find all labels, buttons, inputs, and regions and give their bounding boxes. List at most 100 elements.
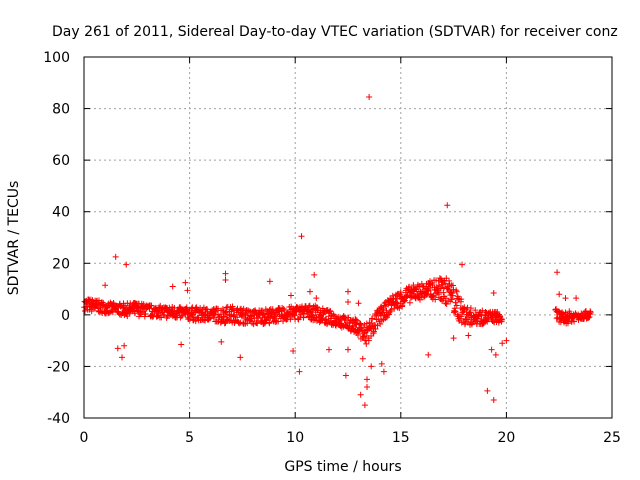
data-point <box>179 312 186 319</box>
data-point <box>562 309 569 316</box>
outlier-point <box>573 295 580 302</box>
data-point <box>449 290 456 297</box>
outlier-point <box>342 372 349 379</box>
outlier-point <box>298 233 305 240</box>
data-point <box>219 305 226 312</box>
data-point <box>353 317 360 324</box>
data-point <box>433 277 440 284</box>
data-point <box>148 312 155 319</box>
data-point <box>280 305 287 312</box>
outlier-point <box>380 368 387 375</box>
data-point <box>124 313 131 320</box>
outlier-point <box>184 287 191 294</box>
data-point <box>462 320 469 327</box>
x-tick-label: 0 <box>80 430 89 446</box>
data-point <box>372 325 379 332</box>
outlier-point <box>112 253 119 260</box>
data-point <box>266 319 273 326</box>
data-point <box>178 313 185 320</box>
data-point <box>587 308 594 315</box>
data-point <box>498 315 505 322</box>
outlier-point <box>237 354 244 361</box>
y-tick-label: 20 <box>52 256 70 272</box>
outlier-point <box>287 292 294 299</box>
data-point <box>147 302 154 309</box>
data-point <box>453 302 460 309</box>
data-point <box>564 320 571 327</box>
data-point <box>458 313 465 320</box>
outlier-point <box>359 355 366 362</box>
data-point <box>183 304 190 311</box>
x-tick-label: 25 <box>603 430 621 446</box>
data-point <box>568 317 575 324</box>
outlier-point <box>450 335 457 342</box>
data-point <box>376 318 383 325</box>
data-layer <box>81 93 594 409</box>
data-point <box>455 295 462 302</box>
outlier-point <box>361 402 368 409</box>
outlier-point <box>364 376 371 383</box>
data-point <box>291 312 298 319</box>
data-point <box>254 320 261 327</box>
data-point <box>436 275 443 282</box>
outlier-point <box>490 289 497 296</box>
outlier-point <box>366 93 373 100</box>
outlier-point <box>218 338 225 345</box>
outlier-point <box>345 288 351 295</box>
data-point <box>453 288 460 295</box>
outlier-point <box>182 279 189 286</box>
data-point <box>440 289 447 296</box>
data-point <box>452 308 459 315</box>
data-point <box>400 298 407 305</box>
outlier-point <box>465 332 472 339</box>
outlier-point <box>296 368 303 375</box>
data-point <box>479 307 486 314</box>
data-point <box>440 284 447 291</box>
outlier-point <box>492 351 499 358</box>
data-point <box>104 305 111 312</box>
data-point <box>453 287 460 294</box>
y-tick-label: 40 <box>52 205 70 221</box>
outlier-point <box>313 295 320 302</box>
outlier-point <box>378 360 385 367</box>
outlier-point <box>554 269 561 276</box>
data-point <box>435 291 442 298</box>
data-point <box>100 299 107 306</box>
outlier-point <box>121 342 128 349</box>
outlier-point <box>499 340 506 347</box>
data-point <box>81 307 88 314</box>
y-tick-label: -20 <box>47 359 70 375</box>
data-point <box>442 280 449 287</box>
data-point <box>363 340 370 347</box>
data-point <box>227 312 234 319</box>
data-point <box>434 288 441 295</box>
data-point <box>368 320 375 327</box>
outlier-point <box>306 288 313 295</box>
data-point <box>306 302 313 309</box>
y-axis-label: SDTVAR / TECUs <box>6 181 22 296</box>
data-point <box>420 294 427 301</box>
x-tick-label: 10 <box>286 430 304 446</box>
outlier-point <box>114 345 121 352</box>
data-point <box>437 285 444 292</box>
outlier-point <box>222 270 229 277</box>
data-point <box>443 301 450 308</box>
outlier-point <box>345 346 351 353</box>
data-point <box>382 315 389 322</box>
data-point <box>449 292 456 299</box>
data-point <box>440 296 447 303</box>
y-tick-label: 60 <box>52 153 70 169</box>
outlier-point <box>102 282 109 289</box>
data-point <box>171 305 178 312</box>
data-point <box>183 305 190 312</box>
outlier-point <box>364 384 371 391</box>
outlier-point <box>345 298 351 305</box>
outlier-point <box>368 363 375 370</box>
data-point <box>232 318 239 325</box>
outlier-point <box>490 396 497 403</box>
data-point <box>432 296 439 303</box>
data-point <box>370 330 377 337</box>
outlier-point <box>357 391 364 398</box>
outlier-point <box>119 354 126 361</box>
